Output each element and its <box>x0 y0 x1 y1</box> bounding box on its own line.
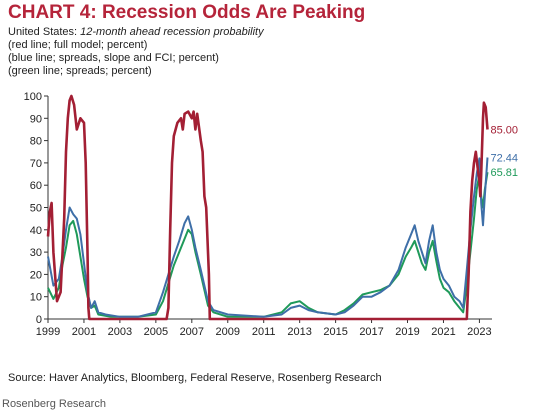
y-tick-label: 100 <box>24 91 42 103</box>
x-tick-label: 2017 <box>359 326 383 338</box>
x-tick-label: 2019 <box>395 326 419 338</box>
chart-source: Source: Haver Analytics, Bloomberg, Fede… <box>8 372 382 384</box>
x-tick-label: 2013 <box>287 326 311 338</box>
y-tick-label: 60 <box>30 180 42 192</box>
y-tick-label: 80 <box>30 136 42 148</box>
series-line-green <box>47 172 489 318</box>
y-tick-label: 50 <box>30 203 42 215</box>
x-tick-label: 2021 <box>431 326 455 338</box>
chart-end-labels: 85.00 72.44 65.81 <box>491 124 519 179</box>
y-tick-label: 10 <box>30 292 42 304</box>
subtitle-line-1: United States: 12-month ahead recession … <box>8 26 264 39</box>
x-tick-label: 2005 <box>144 326 168 338</box>
x-tick-label: 2011 <box>252 326 276 338</box>
series-line-red <box>46 94 489 321</box>
y-tick-label: 40 <box>30 225 42 237</box>
x-tick-label: 2001 <box>72 326 96 338</box>
end-label-red: 85.00 <box>491 124 519 136</box>
chart-series <box>46 94 489 321</box>
y-tick-label: 30 <box>30 247 42 259</box>
brand-credit: Rosenberg Research <box>2 398 106 410</box>
y-tick-label: 20 <box>30 269 42 281</box>
x-tick-label: 2023 <box>467 326 491 338</box>
chart-subtitle: United States: 12-month ahead recession … <box>8 26 264 78</box>
subtitle-note-red: (red line; full model; percent) <box>8 39 148 51</box>
x-tick-label: 2009 <box>216 326 240 338</box>
end-label-blue: 72.44 <box>491 152 519 164</box>
y-tick-label: 90 <box>30 113 42 125</box>
x-tick-label: 1999 <box>36 326 60 338</box>
x-tick-label: 2007 <box>180 326 204 338</box>
subtitle-country: United States: <box>8 26 78 38</box>
subtitle-note-green: (green line; spreads; percent) <box>8 65 152 77</box>
subtitle-measure: 12-month ahead recession probability <box>80 26 264 38</box>
end-label-green: 65.81 <box>491 167 519 179</box>
subtitle-note-blue: (blue line; spreads, slope and FCI; perc… <box>8 52 219 64</box>
x-tick-label: 2015 <box>323 326 347 338</box>
x-tick-label: 2003 <box>108 326 132 338</box>
chart-title: CHART 4: Recession Odds Are Peaking <box>8 2 366 23</box>
series-line-blue <box>47 157 489 318</box>
y-tick-label: 0 <box>36 314 42 326</box>
y-tick-label: 70 <box>30 158 42 170</box>
